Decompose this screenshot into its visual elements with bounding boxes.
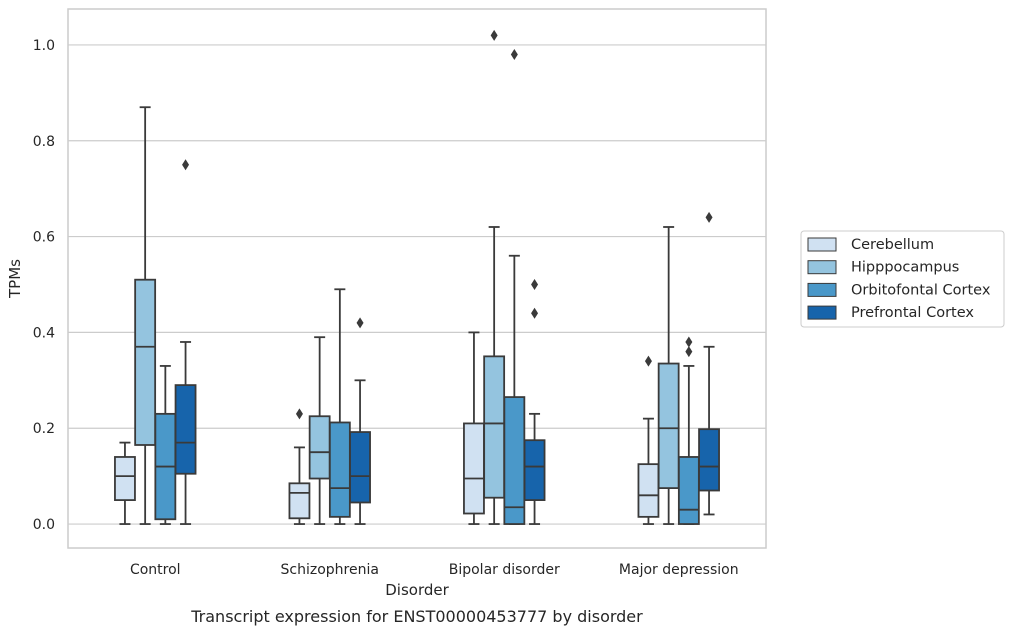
box <box>463 422 485 515</box>
box <box>523 439 546 501</box>
x-tick-label: Schizophrenia <box>281 562 379 578</box>
box-group <box>308 336 331 525</box>
legend-entry-label: Orbitofontal Cortex <box>851 282 991 298</box>
legend-swatch <box>807 305 837 320</box>
box-group <box>503 49 526 525</box>
legend: Cerebellum Hipppocampus Orbitofontal Corte… <box>800 230 1005 328</box>
box-group <box>134 106 157 525</box>
box <box>349 431 371 504</box>
box-group <box>114 441 136 525</box>
box <box>677 456 700 525</box>
box-series <box>114 29 720 525</box>
box <box>503 396 526 525</box>
outlier-point <box>685 336 693 348</box>
outlier-point <box>295 408 303 420</box>
box <box>308 415 331 480</box>
box-group <box>154 365 177 525</box>
box <box>328 421 351 518</box>
box <box>637 463 660 518</box>
legend-entry-label: Prefrontal Cortex <box>851 305 974 321</box>
legend-frame <box>800 230 1005 328</box>
box <box>657 362 680 490</box>
outlier-point <box>490 29 498 41</box>
y-tick-label: 0.6 <box>33 230 55 246</box>
box <box>483 355 506 499</box>
plot-area-frame <box>67 8 767 549</box>
y-tick-label: 1.0 <box>33 38 55 54</box>
y-tick-label: 0.2 <box>33 421 55 437</box>
box-group <box>677 336 700 525</box>
x-axis-ticks: Control Schizophrenia Bipolar disorder Majo… <box>130 562 739 578</box>
box-group <box>637 355 660 525</box>
x-tick-label: Control <box>130 562 181 578</box>
box <box>134 278 157 446</box>
box-group <box>328 288 351 525</box>
x-tick-label: Bipolar disorder <box>449 562 560 578</box>
box-group <box>463 331 485 525</box>
box-group <box>657 226 680 525</box>
x-tick-label: Major depression <box>619 562 739 578</box>
box-group <box>698 211 720 516</box>
legend-entry-label: Cerebellum <box>851 237 934 253</box>
box <box>698 428 720 492</box>
box <box>174 384 197 475</box>
legend-entry-label: Hipppocampus <box>851 260 959 276</box>
y-tick-label: 0.4 <box>33 325 55 341</box>
y-axis-label: TPMs <box>6 259 24 299</box>
outlier-point <box>510 49 518 61</box>
outlier-point <box>685 346 693 358</box>
outlier-point <box>356 317 364 329</box>
y-axis-ticks: 0.0 0.2 0.4 0.6 0.8 1.0 <box>33 38 55 533</box>
legend-swatch <box>807 282 837 297</box>
y-tick-label: 0.8 <box>33 134 55 150</box>
box-group <box>288 408 311 525</box>
chart-caption: Transcript expression for ENST0000045377… <box>190 607 643 626</box>
outlier-point <box>705 211 713 223</box>
outlier-point <box>182 159 190 171</box>
x-axis-label: Disorder <box>385 581 449 599</box>
box <box>114 456 136 501</box>
legend-swatch <box>807 237 837 252</box>
outlier-point <box>644 355 652 367</box>
y-tick-label: 0.0 <box>33 517 55 533</box>
outlier-point <box>531 307 539 319</box>
box-group <box>483 29 506 525</box>
box <box>288 482 311 520</box>
box-group <box>523 278 546 525</box>
box-group <box>174 159 197 525</box>
outlier-point <box>531 278 539 290</box>
box-group <box>349 317 371 525</box>
legend-swatch <box>807 260 837 275</box>
